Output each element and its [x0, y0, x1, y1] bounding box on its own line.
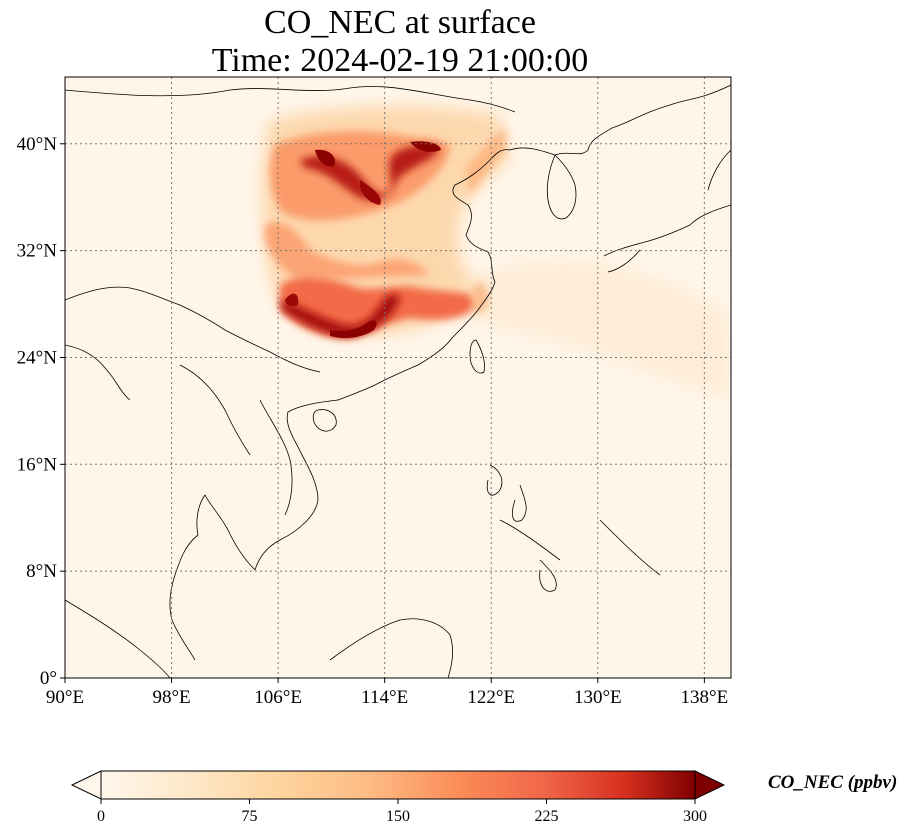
- lon-tick-label: 98°E: [152, 687, 190, 708]
- colorbar-min-extend: [70, 770, 102, 800]
- colorbar-tick-label: 0: [97, 808, 105, 825]
- colorbar: 0 75 150 225 300 CO_NEC (ppbv): [70, 770, 897, 825]
- longitude-ticks: 90°E 98°E 106°E 114°E 122°E 130°E 138°E: [46, 678, 728, 708]
- concentration-field: [262, 105, 731, 400]
- map-gridlines: [65, 77, 731, 678]
- colorbar-tick-label: 75: [242, 808, 258, 825]
- lat-tick-label: 8°N: [26, 561, 57, 582]
- lon-tick-label: 122°E: [467, 687, 515, 708]
- colorbar-tick-label: 225: [535, 808, 559, 825]
- lat-tick-label: 0°: [40, 668, 57, 689]
- lat-tick-label: 24°N: [17, 347, 58, 368]
- lat-tick-label: 16°N: [17, 454, 58, 475]
- lat-tick-label: 40°N: [17, 134, 58, 155]
- map-title-line2: Time: 2024-02-19 21:00:00: [211, 42, 589, 79]
- colorbar-label: CO_NEC (ppbv): [768, 772, 897, 793]
- coastlines-and-borders: [65, 84, 731, 678]
- lon-tick-label: 114°E: [361, 687, 408, 708]
- colorbar-max-extend: [694, 770, 726, 800]
- lon-tick-label: 90°E: [46, 687, 84, 708]
- colorbar-gradient: [100, 770, 696, 800]
- colorbar-ticks: 0 75 150 225 300: [97, 799, 707, 825]
- colorbar-tick-label: 300: [683, 808, 707, 825]
- lon-tick-label: 106°E: [254, 687, 302, 708]
- colorbar-tick-label: 150: [386, 808, 410, 825]
- lat-tick-label: 32°N: [17, 241, 58, 262]
- map-frame: [64, 76, 732, 679]
- latitude-ticks: 0° 8°N 16°N 24°N 32°N 40°N: [17, 134, 65, 689]
- lon-tick-label: 138°E: [681, 687, 729, 708]
- map-title-line1: CO_NEC at surface: [264, 4, 536, 41]
- lon-tick-label: 130°E: [574, 687, 622, 708]
